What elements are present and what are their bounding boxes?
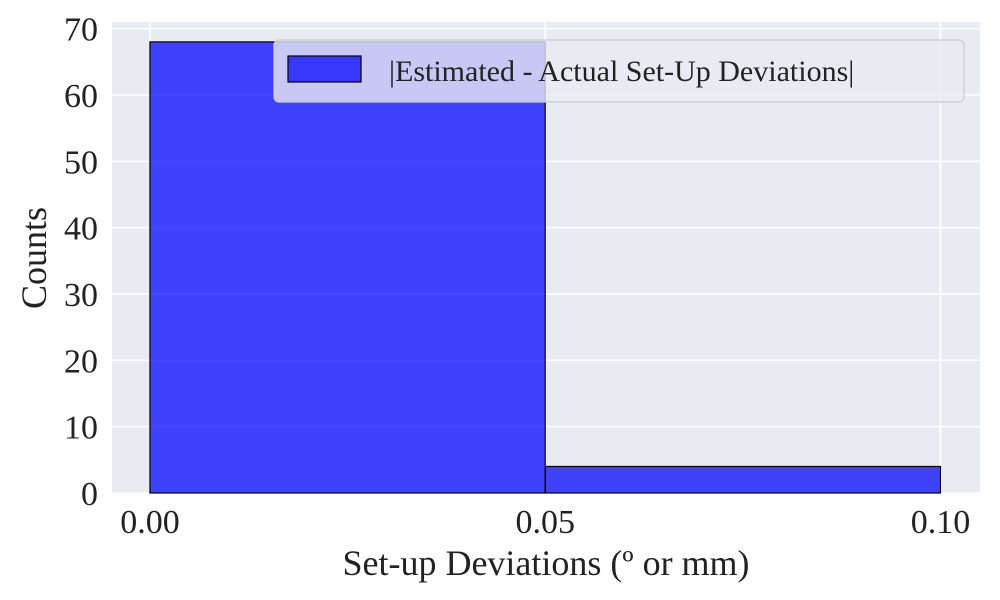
- y-tick-label: 60: [64, 78, 98, 115]
- y-axis-label: Counts: [14, 207, 54, 309]
- y-tick-label: 20: [64, 343, 98, 380]
- legend-frame: [273, 39, 965, 103]
- y-tick-label: 70: [64, 12, 98, 49]
- y-tick-label: 0: [81, 476, 98, 513]
- histogram-bar: [544, 465, 942, 494]
- x-axis-label: Set-up Deviations (º or mm): [342, 543, 749, 583]
- x-tick-label: 0.10: [911, 504, 971, 541]
- x-tick-label: 0.05: [515, 504, 575, 541]
- y-tick-labels: 0 10 20 30 40 50 60 70: [64, 12, 98, 513]
- histogram-bar: [149, 41, 546, 494]
- histogram-bars: [149, 41, 942, 494]
- y-tick-label: 10: [64, 410, 98, 447]
- x-tick-labels: 0.00 0.05 0.10: [120, 504, 970, 541]
- y-tick-label: 50: [64, 144, 98, 181]
- legend-label: |Estimated - Actual Set-Up Deviations|: [389, 55, 854, 88]
- y-tick-label: 40: [64, 211, 98, 248]
- y-tick-label: 30: [64, 277, 98, 314]
- legend: |Estimated - Actual Set-Up Deviations|: [273, 39, 965, 103]
- x-tick-label: 0.00: [120, 504, 180, 541]
- legend-swatch: [287, 55, 362, 83]
